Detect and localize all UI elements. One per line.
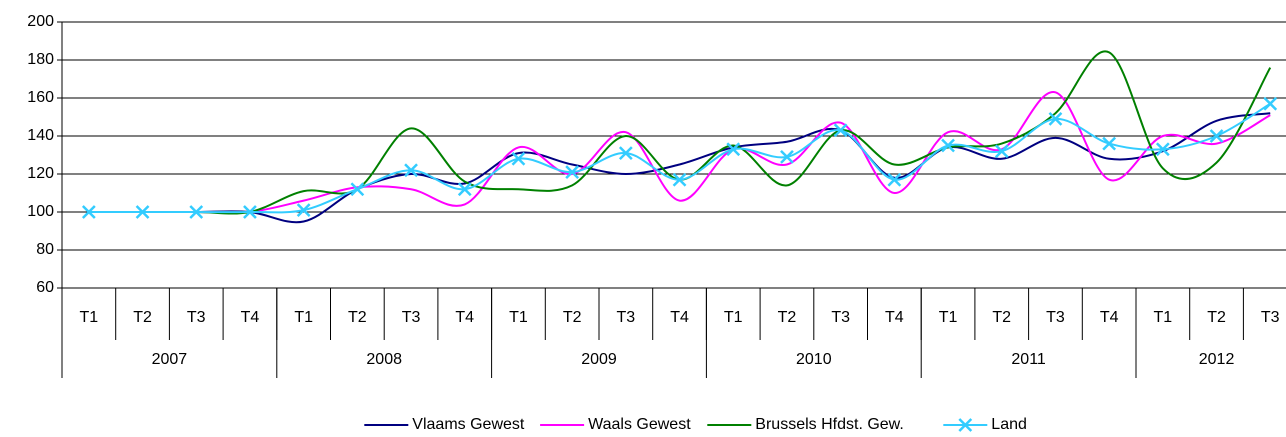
x-tick-label: T2	[1207, 309, 1226, 326]
plot-border	[61, 21, 1286, 289]
x-tick-label: T3	[1261, 309, 1280, 326]
x-tick-label: T2	[778, 309, 797, 326]
x-tick-label: T3	[402, 309, 421, 326]
marker	[833, 123, 848, 138]
marker	[457, 182, 472, 197]
x-tick-label: T3	[831, 309, 850, 326]
x-tick-label: T4	[241, 309, 260, 326]
y-tick-label: 140	[27, 127, 54, 144]
marker	[350, 182, 365, 197]
x-tick-label: T1	[1154, 309, 1173, 326]
marker	[135, 205, 150, 219]
legend-label: Land	[991, 416, 1027, 433]
marker	[1155, 142, 1170, 157]
x-group-label: 2010	[796, 351, 832, 368]
x-group-label: 2008	[366, 351, 402, 368]
x-group-label: 2011	[1011, 351, 1046, 368]
marker	[726, 142, 741, 157]
x-tick-label: T1	[724, 309, 743, 326]
x-tick-label: T4	[455, 309, 474, 326]
x-group-label: 2007	[152, 351, 188, 368]
marker	[243, 205, 257, 219]
y-tick-label: 80	[36, 241, 54, 258]
legend-marker	[958, 418, 973, 432]
marker	[189, 205, 204, 219]
x-tick-label: T4	[670, 309, 689, 326]
x-tick-label: T2	[992, 309, 1011, 326]
marker	[404, 163, 418, 178]
x-group-label: 2009	[581, 351, 617, 368]
series-line	[88, 102, 1271, 214]
x-tick-label: T2	[133, 309, 152, 326]
marker	[672, 172, 687, 187]
marker	[941, 138, 955, 153]
y-tick-label: 180	[27, 51, 54, 68]
x-tick-label: T1	[80, 309, 99, 326]
x-tick-label: T1	[509, 309, 528, 326]
x-group-label: 2012	[1199, 351, 1235, 368]
x-tick-label: T1	[939, 309, 958, 326]
legend-label: Vlaams Gewest	[412, 416, 525, 433]
marker	[1263, 96, 1278, 111]
marker	[511, 151, 526, 166]
x-tick-label: T3	[187, 309, 206, 326]
y-tick-label: 120	[27, 165, 54, 182]
x-tick-label: T2	[563, 309, 582, 326]
marker	[81, 205, 96, 219]
marker	[994, 144, 1009, 159]
legend-label: Waals Gewest	[588, 416, 691, 433]
x-tick-label: T4	[885, 309, 904, 326]
y-tick-label: 60	[36, 279, 54, 296]
marker	[1102, 136, 1117, 151]
x-tick-label: T1	[294, 309, 313, 326]
x-tick-label: T4	[1100, 309, 1119, 326]
x-tick-label: T2	[348, 309, 367, 326]
marker	[1048, 112, 1063, 126]
marker	[780, 150, 794, 164]
y-tick-label: 200	[27, 13, 54, 30]
marker	[565, 165, 580, 179]
series-line	[88, 50, 1272, 215]
marker	[618, 146, 633, 160]
y-tick-label: 160	[27, 89, 54, 106]
y-tick-label: 100	[27, 203, 54, 220]
x-tick-label: T3	[1046, 309, 1065, 326]
legend-label: Brussels Hfdst. Gew.	[755, 416, 904, 433]
series-line	[88, 112, 1271, 224]
marker	[1209, 129, 1224, 143]
x-tick-label: T3	[617, 309, 636, 326]
marker	[887, 172, 902, 187]
marker	[296, 203, 311, 217]
series-line	[88, 91, 1271, 214]
